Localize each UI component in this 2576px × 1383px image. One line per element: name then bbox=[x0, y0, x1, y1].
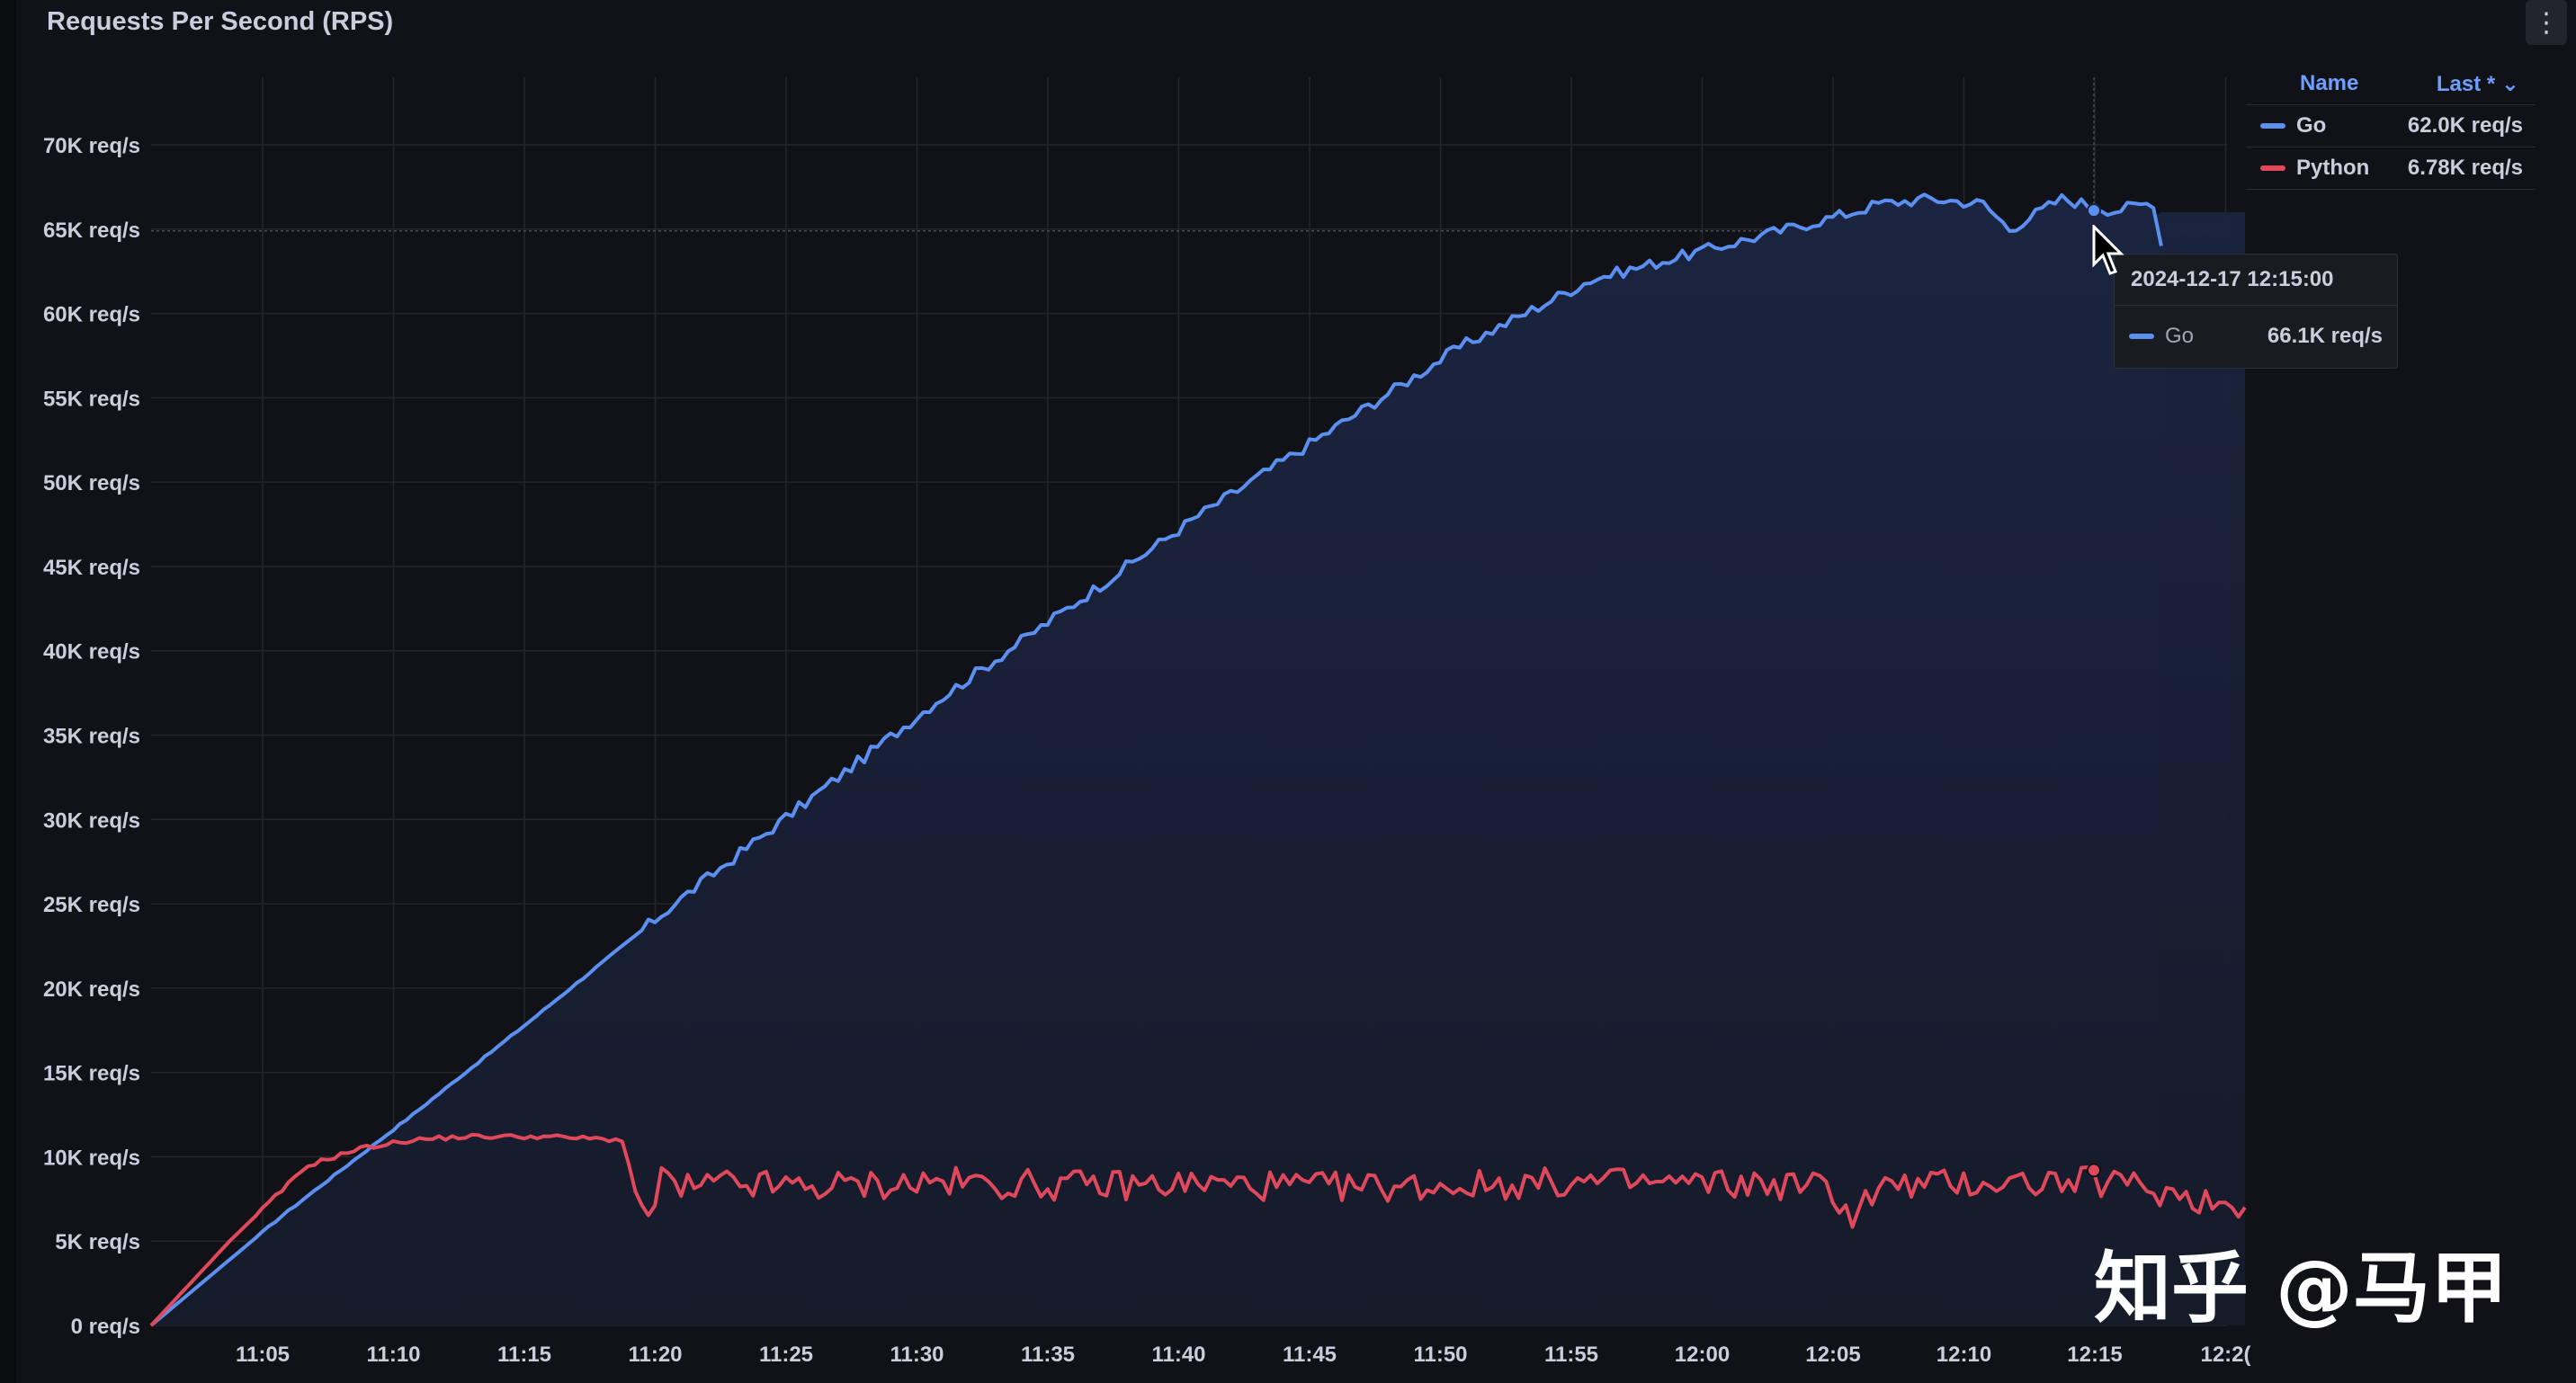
x-tick-label: 12:00 bbox=[1675, 1343, 1730, 1367]
hover-point-python bbox=[2087, 1163, 2101, 1178]
y-tick-label: 70K req/s bbox=[43, 134, 140, 158]
panel-menu-button[interactable]: ⋮ bbox=[2526, 0, 2567, 45]
legend-table: Name Last * ⌄ Go 62.0K req/s Python 6.78… bbox=[2246, 63, 2536, 190]
y-tick-label: 60K req/s bbox=[43, 303, 140, 327]
chart-series bbox=[149, 192, 2247, 1327]
mouse-cursor-icon bbox=[2092, 225, 2124, 275]
x-tick-label: 11:55 bbox=[1544, 1343, 1598, 1367]
legend-item-last: 6.78K req/s bbox=[2407, 156, 2523, 180]
legend-item-name: Go bbox=[2296, 113, 2327, 138]
y-tick-label: 5K req/s bbox=[55, 1230, 140, 1254]
legend-item-go[interactable]: Go 62.0K req/s bbox=[2246, 105, 2536, 147]
x-tick-label: 11:05 bbox=[236, 1343, 290, 1367]
x-tick-label: 12:05 bbox=[1805, 1343, 1860, 1367]
legend-item-name: Python bbox=[2296, 156, 2370, 180]
y-tick-label: 50K req/s bbox=[43, 471, 140, 495]
legend-col-last[interactable]: Last * ⌄ bbox=[2436, 71, 2519, 96]
x-tick-label: 11:35 bbox=[1021, 1343, 1075, 1367]
x-tick-label: 11:45 bbox=[1283, 1343, 1337, 1367]
series-line-go bbox=[149, 192, 2163, 1327]
kebab-menu-icon: ⋮ bbox=[2533, 7, 2560, 38]
legend-header: Name Last * ⌄ bbox=[2246, 63, 2536, 105]
tooltip-series-name: Go bbox=[2165, 324, 2195, 348]
x-tick-label: 11:20 bbox=[628, 1343, 682, 1367]
y-tick-label: 20K req/s bbox=[43, 977, 140, 1002]
x-tick-label: 11:15 bbox=[497, 1343, 551, 1367]
x-tick-label: 11:25 bbox=[759, 1343, 813, 1367]
x-tick-label: 12:2( bbox=[2200, 1343, 2250, 1367]
y-tick-label: 30K req/s bbox=[43, 808, 140, 833]
x-axis-ticks: 11:05 11:10 11:15 11:20 11:25 11:30 11:35 11:40… bbox=[236, 1343, 2251, 1367]
hover-tooltip: 2024-12-17 12:15:00 Go 66.1K req/s bbox=[2114, 254, 2398, 369]
legend-col-name[interactable]: Name bbox=[2300, 71, 2359, 95]
legend-item-last: 62.0K req/s bbox=[2407, 113, 2523, 138]
series-line-python bbox=[149, 1132, 2247, 1327]
legend-swatch-python bbox=[2260, 165, 2285, 171]
panel-title: Requests Per Second (RPS) bbox=[47, 7, 394, 36]
x-tick-label: 11:10 bbox=[366, 1343, 420, 1367]
watermark-text: 知乎 @马甲 bbox=[2094, 1244, 2508, 1334]
y-tick-label: 35K req/s bbox=[43, 725, 140, 749]
hover-point-go bbox=[2087, 203, 2101, 219]
tooltip-series-value: 66.1K req/s bbox=[2267, 324, 2383, 348]
x-tick-label: 12:15 bbox=[2067, 1343, 2122, 1367]
y-tick-label: 40K req/s bbox=[43, 640, 140, 665]
tooltip-swatch bbox=[2129, 334, 2154, 339]
x-tick-label: 12:10 bbox=[1936, 1343, 1991, 1367]
tooltip-time: 2024-12-17 12:15:00 bbox=[2115, 254, 2397, 306]
series-area-fill-go bbox=[151, 194, 2161, 1325]
legend-swatch-go bbox=[2260, 123, 2285, 129]
y-tick-label: 15K req/s bbox=[43, 1062, 140, 1086]
legend-item-python[interactable]: Python 6.78K req/s bbox=[2246, 147, 2536, 190]
x-tick-label: 11:50 bbox=[1413, 1343, 1467, 1367]
x-tick-label: 11:30 bbox=[890, 1343, 944, 1367]
y-tick-label: 45K req/s bbox=[43, 556, 140, 580]
y-tick-label: 65K req/s bbox=[43, 219, 140, 243]
y-tick-label: 25K req/s bbox=[43, 893, 140, 917]
y-tick-label: 0 req/s bbox=[71, 1315, 140, 1339]
y-tick-label: 55K req/s bbox=[43, 387, 140, 411]
tooltip-row: Go 66.1K req/s bbox=[2115, 306, 2397, 367]
y-axis-ticks: 0 req/s 5K req/s 10K req/s 15K req/s 20K req… bbox=[43, 134, 140, 1339]
x-tick-label: 11:40 bbox=[1151, 1343, 1205, 1367]
y-tick-label: 10K req/s bbox=[43, 1146, 140, 1170]
